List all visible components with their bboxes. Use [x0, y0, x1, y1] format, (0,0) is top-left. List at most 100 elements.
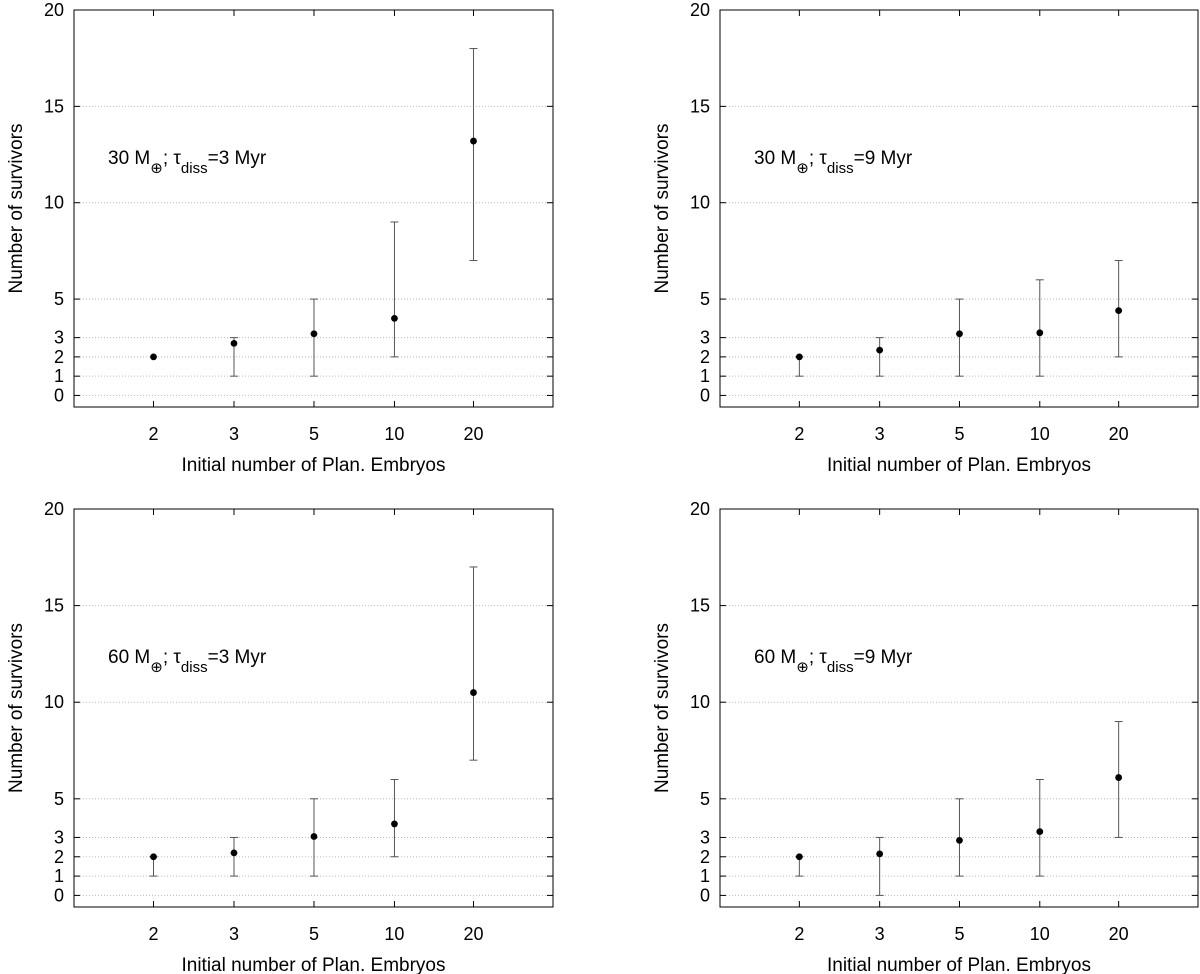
- x-axis-label: Initial number of Plan. Embryos: [827, 455, 1091, 476]
- annotation-tau: τ: [173, 647, 181, 668]
- y-tick-label: 3: [54, 827, 64, 847]
- annotation-mass: 60 M: [108, 647, 150, 668]
- y-tick-label: 3: [700, 827, 710, 847]
- annotation-tau-value: =3 Myr: [208, 148, 267, 169]
- x-tick-label: 20: [1109, 924, 1129, 944]
- annotation-tau: τ: [173, 148, 181, 169]
- annotation-mass-subscript: ⊕: [796, 160, 809, 177]
- data-point: [230, 849, 238, 857]
- data-point: [310, 330, 318, 338]
- panel-annotation: 60 M⊕; τdiss=9 Myr: [754, 647, 913, 676]
- y-tick-label: 2: [54, 847, 64, 867]
- annotation-separator: ;: [809, 148, 820, 169]
- data-point: [956, 330, 963, 338]
- y-tick-label: 1: [54, 366, 64, 386]
- x-tick-label: 20: [463, 424, 483, 444]
- x-tick-label: 2: [149, 924, 159, 944]
- data-point: [470, 137, 477, 145]
- x-axis-label: Initial number of Plan. Embryos: [827, 955, 1091, 974]
- data-point: [876, 850, 884, 858]
- y-tick-label: 1: [54, 866, 64, 886]
- annotation-mass: 30 M: [754, 148, 796, 169]
- data-point: [150, 853, 157, 861]
- data-point: [1036, 329, 1044, 337]
- x-axis-label: Initial number of Plan. Embryos: [181, 955, 445, 974]
- y-tick-label: 2: [700, 347, 710, 367]
- x-tick-label: 2: [149, 424, 159, 444]
- annotation-tau: τ: [819, 647, 827, 668]
- annotation-mass-subscript: ⊕: [150, 659, 163, 676]
- annotation-mass: 30 M: [108, 148, 150, 169]
- y-axis-label: Number of survivors: [652, 124, 673, 294]
- y-tick-label: 10: [44, 692, 64, 712]
- data-point: [956, 836, 963, 844]
- y-tick-label: 20: [44, 499, 64, 519]
- data-point: [795, 853, 803, 861]
- x-tick-label: 20: [1109, 424, 1129, 444]
- y-tick-label: 15: [690, 596, 710, 616]
- y-tick-label: 1: [700, 366, 710, 386]
- y-tick-label: 20: [690, 499, 710, 519]
- y-tick-label: 10: [690, 692, 710, 712]
- y-tick-label: 5: [700, 789, 710, 809]
- annotation-separator: ;: [163, 148, 174, 169]
- y-axis-label: Number of survivors: [6, 623, 27, 793]
- y-tick-label: 2: [54, 347, 64, 367]
- x-tick-label: 3: [875, 424, 885, 444]
- annotation-tau-subscript: diss: [827, 659, 854, 676]
- data-point: [150, 353, 157, 361]
- y-axis-label: Number of survivors: [6, 124, 27, 294]
- annotation-tau-subscript: diss: [181, 160, 208, 177]
- y-tick-label: 15: [690, 96, 710, 116]
- annotation-tau-value: =3 Myr: [208, 647, 267, 668]
- y-tick-label: 10: [690, 193, 710, 213]
- data-point: [1115, 307, 1123, 315]
- y-tick-label: 0: [54, 385, 64, 405]
- annotation-tau-subscript: diss: [181, 659, 208, 676]
- annotation-tau: τ: [819, 148, 827, 169]
- annotation-separator: ;: [809, 647, 820, 668]
- y-tick-label: 3: [700, 328, 710, 348]
- x-tick-label: 5: [309, 424, 319, 444]
- panel-annotation: 30 M⊕; τdiss=3 Myr: [108, 148, 267, 177]
- x-tick-label: 3: [875, 924, 885, 944]
- panel-annotation: 60 M⊕; τdiss=3 Myr: [108, 647, 267, 676]
- y-tick-label: 5: [54, 789, 64, 809]
- data-point: [795, 353, 803, 361]
- annotation-tau-value: =9 Myr: [854, 647, 913, 668]
- annotation-mass: 60 M: [754, 647, 796, 668]
- data-point: [470, 689, 477, 696]
- y-tick-label: 3: [54, 328, 64, 348]
- x-tick-label: 5: [309, 924, 319, 944]
- x-tick-label: 5: [954, 924, 964, 944]
- y-tick-label: 0: [54, 885, 64, 905]
- panel-annotation: 30 M⊕; τdiss=9 Myr: [754, 148, 913, 177]
- data-point: [1036, 828, 1044, 836]
- x-tick-label: 5: [954, 424, 964, 444]
- y-tick-label: 20: [690, 0, 710, 20]
- x-axis-label: Initial number of Plan. Embryos: [181, 455, 445, 476]
- y-tick-label: 15: [44, 96, 64, 116]
- annotation-mass-subscript: ⊕: [796, 659, 809, 676]
- x-tick-label: 2: [794, 924, 804, 944]
- data-point: [310, 833, 318, 840]
- y-tick-label: 10: [44, 193, 64, 213]
- y-tick-label: 0: [700, 385, 710, 405]
- y-tick-label: 20: [44, 0, 64, 20]
- annotation-tau-value: =9 Myr: [854, 148, 913, 169]
- data-point: [391, 820, 398, 828]
- y-tick-label: 5: [700, 289, 710, 309]
- y-tick-label: 0: [700, 885, 710, 905]
- x-tick-label: 20: [463, 924, 483, 944]
- annotation-separator: ;: [163, 647, 174, 668]
- x-tick-label: 3: [229, 924, 239, 944]
- x-tick-label: 3: [229, 424, 239, 444]
- y-tick-label: 5: [54, 289, 64, 309]
- annotation-mass-subscript: ⊕: [150, 160, 163, 177]
- x-tick-label: 10: [1030, 424, 1050, 444]
